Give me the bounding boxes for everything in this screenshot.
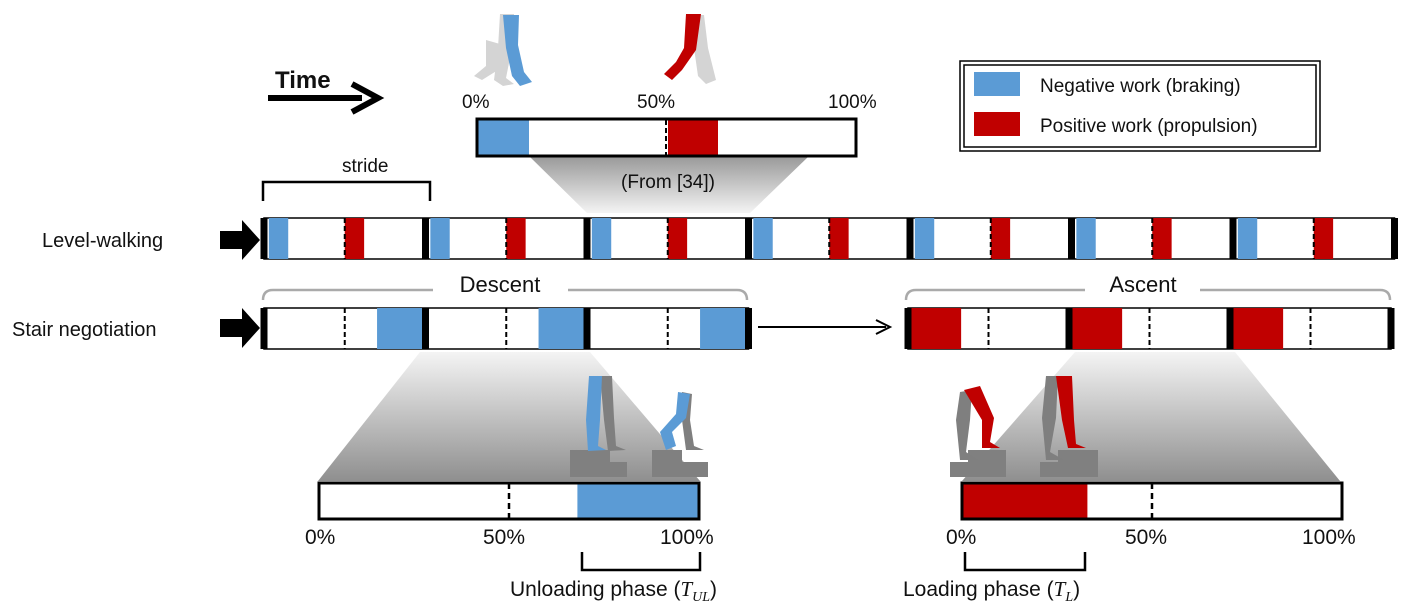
walking-propulsion-legs-icon bbox=[664, 14, 716, 84]
descent-zoom-bar bbox=[317, 481, 701, 521]
ascent-bar bbox=[904, 307, 1395, 350]
ascent-zoom-positive-segment bbox=[962, 483, 1088, 519]
stair-ascent-legs-icon bbox=[950, 376, 1098, 477]
ascent-label: Ascent bbox=[1109, 272, 1176, 297]
legend: Negative work (braking) Positive work (p… bbox=[959, 60, 1321, 152]
ascent-zoom-tick-0: 0% bbox=[946, 526, 976, 549]
time-label: Time bbox=[275, 67, 331, 94]
legend-positive-swatch bbox=[974, 112, 1020, 136]
top-zoom-bar: 0% 50% 100% (From [34]) bbox=[462, 92, 877, 193]
level-walking-negative-segment bbox=[1076, 218, 1096, 259]
level-walking-positive-segment bbox=[1152, 218, 1172, 259]
unloading-phase-label: Unloading phase (TUL) bbox=[510, 577, 717, 603]
level-walking-positive-segment bbox=[990, 218, 1011, 259]
top-zoom-tick-100: 100% bbox=[828, 92, 877, 113]
descent-zoom-tick-50: 50% bbox=[483, 526, 525, 549]
stair-negotiation-arrow-icon bbox=[220, 308, 260, 348]
ascent-zoom-tick-100: 100% bbox=[1302, 526, 1356, 549]
level-walking-negative-segment bbox=[591, 218, 612, 259]
descent-negative-segment bbox=[700, 308, 746, 349]
level-walking-label: Level-walking bbox=[42, 230, 163, 252]
descent-zoom-funnel bbox=[318, 352, 700, 481]
level-walking-negative-segment bbox=[753, 218, 773, 259]
unloading-phase-bracket: Unloading phase (TUL) bbox=[510, 552, 717, 605]
level-walking-positive-segment bbox=[829, 218, 849, 259]
level-walking-arrow-icon bbox=[220, 220, 260, 260]
level-walking-positive-segment bbox=[667, 218, 688, 259]
stair-descent-legs-icon bbox=[570, 376, 708, 477]
walking-braking-legs-icon bbox=[474, 14, 532, 86]
descent-zoom-tick-0: 0% bbox=[305, 526, 335, 549]
ascent-zoom-funnel bbox=[962, 352, 1340, 481]
loading-phase-bracket: Loading phase (TL) bbox=[903, 552, 1087, 605]
level-walking-positive-segment bbox=[506, 218, 526, 259]
descent-zoom-negative-segment bbox=[577, 483, 699, 519]
ascent-zoom-bar bbox=[960, 481, 1344, 521]
level-walking-negative-segment bbox=[268, 218, 289, 259]
stride-label: stride bbox=[342, 156, 388, 177]
legend-negative-swatch bbox=[974, 72, 1020, 96]
top-zoom-source: (From [34]) bbox=[621, 172, 715, 193]
level-walking-bar bbox=[260, 217, 1398, 260]
level-walking-negative-segment bbox=[430, 218, 450, 259]
level-walking-positive-segment bbox=[344, 218, 365, 259]
descent-bracket: Descent bbox=[261, 272, 749, 301]
top-zoom-funnel bbox=[530, 157, 808, 213]
stair-negotiation-label: Stair negotiation bbox=[12, 319, 157, 341]
top-zoom-tick-50: 50% bbox=[637, 92, 675, 113]
level-walking-negative-segment bbox=[1237, 218, 1258, 259]
top-zoom-negative-segment bbox=[478, 120, 529, 155]
top-zoom-positive-segment bbox=[668, 120, 718, 155]
ascent-positive-segment bbox=[1233, 308, 1284, 349]
descent-label: Descent bbox=[460, 272, 541, 297]
time-arrow: Time bbox=[268, 67, 385, 115]
level-walking-negative-segment bbox=[914, 218, 935, 259]
descent-negative-segment bbox=[538, 308, 584, 349]
stride-bracket: stride bbox=[261, 156, 432, 201]
ascent-bracket: Ascent bbox=[904, 272, 1392, 301]
top-zoom-tick-0: 0% bbox=[462, 92, 490, 113]
ascent-zoom-tick-50: 50% bbox=[1125, 526, 1167, 549]
descent-zoom-tick-100: 100% bbox=[660, 526, 714, 549]
legend-negative-label: Negative work (braking) bbox=[1040, 76, 1241, 97]
descent-to-ascent-arrow bbox=[758, 319, 893, 335]
loading-phase-label: Loading phase (TL) bbox=[903, 577, 1080, 603]
legend-positive-label: Positive work (propulsion) bbox=[1040, 116, 1258, 137]
descent-bar bbox=[260, 307, 752, 350]
descent-negative-segment bbox=[377, 308, 423, 349]
level-walking-positive-segment bbox=[1313, 218, 1334, 259]
ascent-positive-segment bbox=[911, 308, 962, 349]
ascent-positive-segment bbox=[1072, 308, 1123, 349]
